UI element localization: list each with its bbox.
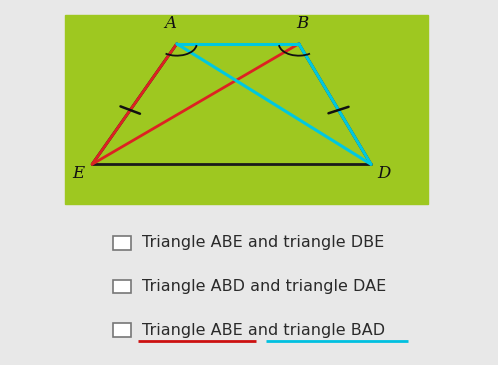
Text: Triangle ABE and triangle DBE: Triangle ABE and triangle DBE xyxy=(142,235,384,250)
Bar xyxy=(113,280,131,293)
Text: D: D xyxy=(377,165,390,182)
Text: A: A xyxy=(164,15,176,32)
Text: Triangle ABD and triangle DAE: Triangle ABD and triangle DAE xyxy=(142,279,386,294)
Bar xyxy=(113,323,131,337)
Bar xyxy=(113,236,131,250)
Text: E: E xyxy=(72,165,84,182)
Text: Triangle ABE and triangle BAD: Triangle ABE and triangle BAD xyxy=(142,323,385,338)
FancyBboxPatch shape xyxy=(65,15,428,204)
Text: B: B xyxy=(297,15,309,32)
